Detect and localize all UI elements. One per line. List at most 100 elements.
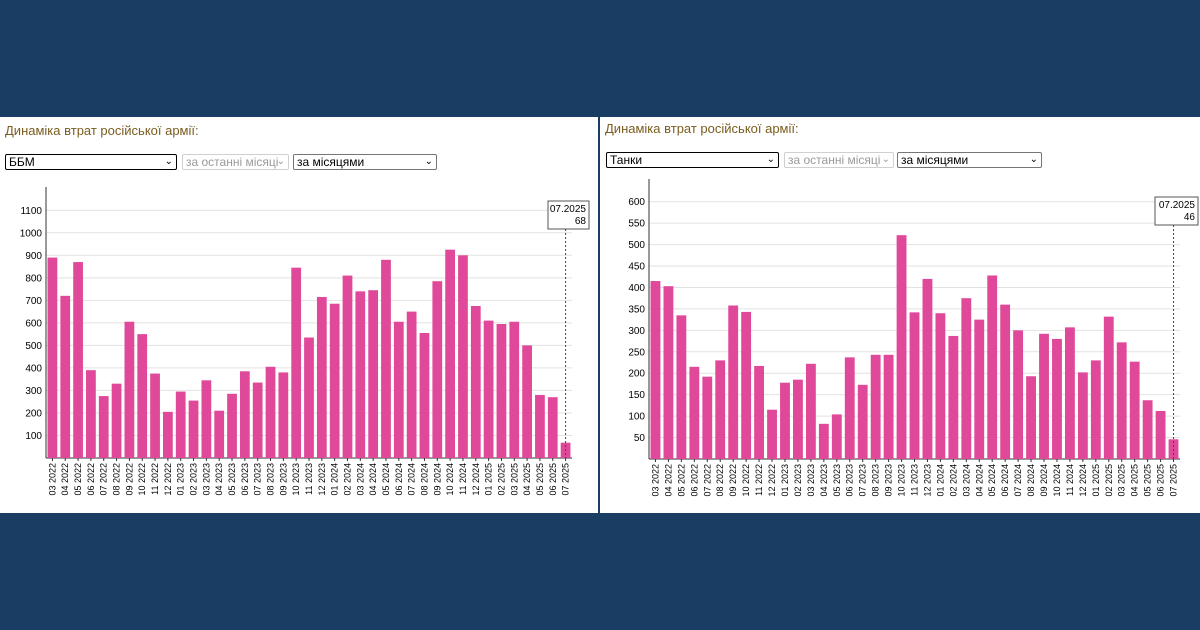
bar[interactable] bbox=[715, 360, 726, 459]
bar[interactable] bbox=[470, 305, 481, 458]
bar[interactable] bbox=[1090, 360, 1101, 459]
bar[interactable] bbox=[175, 391, 186, 458]
bar[interactable] bbox=[935, 313, 946, 459]
x-tick-label: 03 2024 bbox=[961, 464, 971, 497]
chevron-down-icon: ⌄ bbox=[164, 156, 173, 167]
bar[interactable] bbox=[252, 382, 263, 458]
bar[interactable] bbox=[98, 396, 109, 458]
bar[interactable] bbox=[86, 370, 96, 458]
bar[interactable] bbox=[278, 372, 289, 458]
bar[interactable] bbox=[1103, 316, 1114, 459]
bar[interactable] bbox=[650, 281, 661, 459]
x-tick-label: 12 2024 bbox=[1078, 464, 1088, 497]
bar[interactable] bbox=[1013, 330, 1024, 459]
bar[interactable] bbox=[922, 278, 933, 459]
bar[interactable] bbox=[1039, 333, 1049, 459]
bar[interactable] bbox=[1026, 376, 1036, 459]
bar[interactable] bbox=[265, 366, 276, 458]
bar[interactable] bbox=[316, 296, 327, 458]
bar[interactable] bbox=[535, 394, 545, 458]
bar[interactable] bbox=[896, 235, 907, 459]
bar[interactable] bbox=[961, 298, 972, 459]
bar[interactable] bbox=[496, 323, 507, 458]
bar[interactable] bbox=[883, 354, 894, 459]
bar[interactable] bbox=[60, 295, 71, 458]
bar[interactable] bbox=[857, 384, 868, 459]
bar[interactable] bbox=[419, 333, 430, 458]
x-tick-label: 05 2023 bbox=[832, 464, 842, 497]
bar[interactable] bbox=[239, 371, 250, 458]
bar[interactable] bbox=[793, 379, 803, 459]
grouping-select[interactable]: за місяцями ⌄ bbox=[897, 152, 1042, 168]
y-tick-label: 250 bbox=[628, 347, 645, 358]
x-tick-label: 05 2022 bbox=[676, 464, 686, 497]
x-tick-label: 04 2022 bbox=[663, 464, 673, 497]
bar[interactable] bbox=[818, 423, 829, 459]
bar[interactable] bbox=[111, 383, 122, 458]
bar[interactable] bbox=[1155, 410, 1166, 459]
bar[interactable] bbox=[381, 259, 391, 458]
bar[interactable] bbox=[689, 366, 700, 459]
bar[interactable] bbox=[1064, 327, 1075, 459]
bar[interactable] bbox=[393, 321, 404, 458]
bar[interactable] bbox=[329, 303, 340, 458]
bar[interactable] bbox=[870, 354, 881, 459]
bar[interactable] bbox=[844, 357, 855, 459]
bar[interactable] bbox=[831, 414, 842, 459]
bar[interactable] bbox=[1052, 338, 1062, 459]
bar[interactable] bbox=[137, 334, 148, 458]
bar[interactable] bbox=[368, 290, 379, 458]
bar[interactable] bbox=[406, 311, 417, 458]
bar[interactable] bbox=[291, 267, 302, 458]
x-tick-label: 02 2024 bbox=[342, 463, 352, 496]
bar[interactable] bbox=[805, 363, 816, 459]
bar[interactable] bbox=[1000, 304, 1011, 459]
bar[interactable] bbox=[741, 311, 752, 459]
panel-title: Динаміка втрат російської армії: bbox=[5, 123, 199, 138]
bar[interactable] bbox=[342, 275, 353, 458]
bar[interactable] bbox=[432, 281, 443, 458]
bar[interactable] bbox=[47, 257, 58, 458]
x-tick-label: 06 2025 bbox=[1156, 464, 1166, 497]
bar[interactable] bbox=[73, 262, 83, 458]
bar[interactable] bbox=[702, 376, 713, 459]
bar[interactable] bbox=[483, 320, 494, 458]
bar[interactable] bbox=[767, 409, 777, 459]
bar[interactable] bbox=[754, 365, 765, 459]
x-tick-label: 06 2024 bbox=[394, 463, 404, 496]
bar[interactable] bbox=[124, 321, 135, 458]
bar[interactable] bbox=[150, 373, 160, 458]
bar[interactable] bbox=[1129, 361, 1140, 459]
bar[interactable] bbox=[201, 380, 212, 458]
bar[interactable] bbox=[445, 249, 455, 458]
bar[interactable] bbox=[909, 312, 920, 459]
bar[interactable] bbox=[547, 397, 558, 458]
grouping-select[interactable]: за місяцями ⌄ bbox=[293, 154, 437, 170]
bar[interactable] bbox=[522, 345, 532, 458]
bar[interactable] bbox=[509, 321, 520, 458]
bar[interactable] bbox=[663, 286, 674, 459]
bar[interactable] bbox=[1077, 372, 1088, 459]
bar[interactable] bbox=[304, 337, 314, 458]
bar[interactable] bbox=[780, 382, 790, 459]
bar[interactable] bbox=[1142, 400, 1153, 459]
bar[interactable] bbox=[227, 393, 237, 458]
bar[interactable] bbox=[355, 291, 366, 458]
bar[interactable] bbox=[1116, 342, 1127, 459]
x-tick-label: 12 2023 bbox=[317, 463, 327, 496]
x-tick-label: 08 2022 bbox=[112, 463, 122, 496]
bar[interactable] bbox=[188, 400, 199, 458]
category-select[interactable]: Танки ⌄ bbox=[606, 152, 779, 168]
bar[interactable] bbox=[163, 411, 173, 458]
bar[interactable] bbox=[214, 410, 225, 458]
bar[interactable] bbox=[458, 255, 468, 458]
bar[interactable] bbox=[728, 305, 739, 459]
x-tick-label: 05 2023 bbox=[227, 463, 237, 496]
bar[interactable] bbox=[676, 315, 687, 459]
bar[interactable] bbox=[948, 335, 959, 459]
y-tick-label: 450 bbox=[628, 262, 645, 273]
bar[interactable] bbox=[987, 275, 998, 459]
bar[interactable] bbox=[974, 319, 985, 459]
category-select[interactable]: ББМ ⌄ bbox=[5, 154, 177, 170]
y-tick-label: 400 bbox=[25, 363, 42, 374]
